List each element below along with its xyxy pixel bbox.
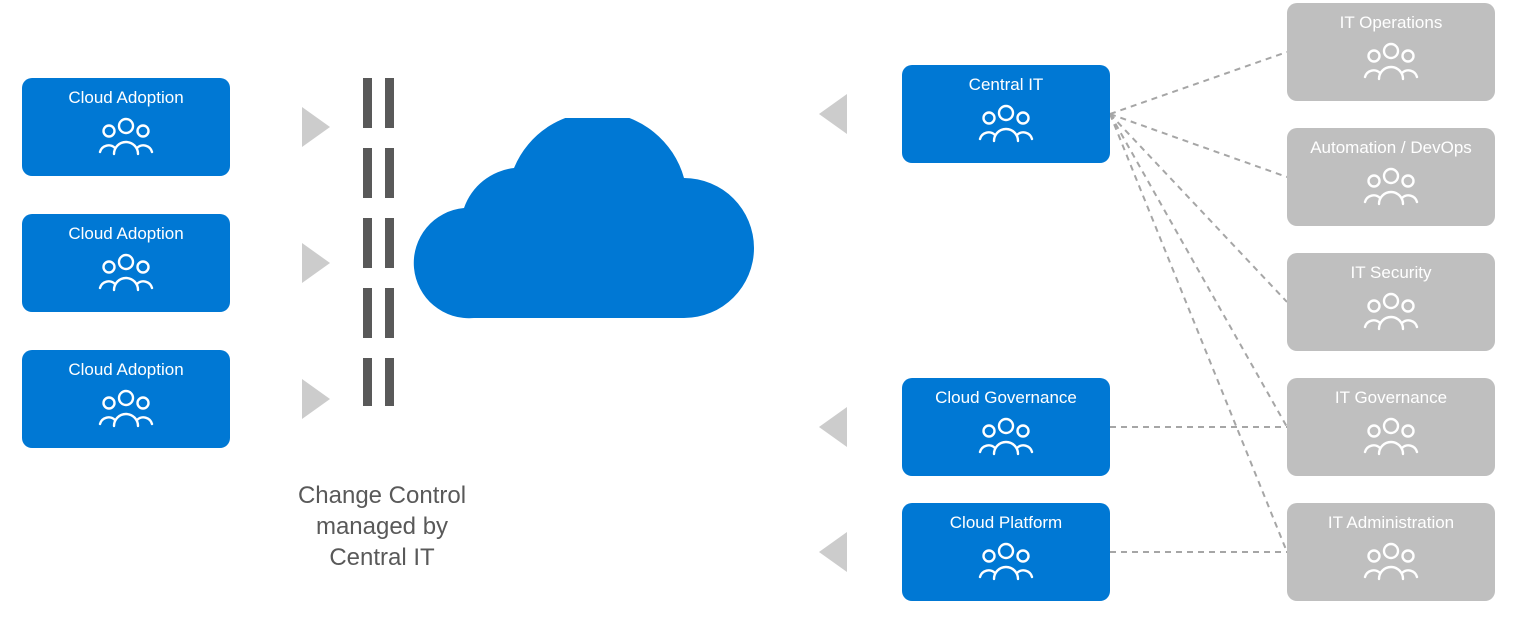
connector-central-it-it-sec (1110, 114, 1287, 302)
auto-devops-box-label: Automation / DevOps (1310, 138, 1472, 158)
arrow-left-1 (819, 94, 847, 134)
caption-line-0: Change Control (232, 480, 532, 511)
it-ops-box-label: IT Operations (1340, 13, 1443, 33)
central-it-box: Central IT (902, 65, 1110, 163)
arrow-right-3 (302, 379, 330, 419)
it-admin-box: IT Administration (1287, 503, 1495, 601)
it-gov-box-label: IT Governance (1335, 388, 1447, 408)
cloud-adoption-box-3-label: Cloud Adoption (68, 360, 183, 380)
cloud-adoption-box-1: Cloud Adoption (22, 78, 230, 176)
it-sec-box-label: IT Security (1351, 263, 1432, 283)
cloud-platform-box-label: Cloud Platform (950, 513, 1062, 533)
connector-central-it-it-ops (1110, 52, 1287, 114)
dash-bar-0-1 (363, 148, 372, 198)
dash-bar-0-4 (363, 358, 372, 406)
dash-bar-1-1 (385, 148, 394, 198)
arrow-right-2 (302, 243, 330, 283)
dash-bar-0-2 (363, 218, 372, 268)
arrow-left-2 (819, 407, 847, 447)
cloud-governance-box-label: Cloud Governance (935, 388, 1077, 408)
cloud-icon (404, 118, 754, 348)
arrow-left-3 (819, 532, 847, 572)
caption-line-2: Central IT (232, 542, 532, 573)
it-ops-box: IT Operations (1287, 3, 1495, 101)
dash-bar-0-3 (363, 288, 372, 338)
arrow-right-1 (302, 107, 330, 147)
dash-bar-1-3 (385, 288, 394, 338)
cloud-platform-box: Cloud Platform (902, 503, 1110, 601)
change-control-caption: Change Controlmanaged byCentral IT (232, 480, 532, 574)
connector-central-it-auto-devops (1110, 114, 1287, 177)
auto-devops-box: Automation / DevOps (1287, 128, 1495, 226)
cloud-adoption-box-2-label: Cloud Adoption (68, 224, 183, 244)
dash-bar-1-0 (385, 78, 394, 128)
caption-line-1: managed by (232, 511, 532, 542)
it-sec-box: IT Security (1287, 253, 1495, 351)
cloud-adoption-box-2: Cloud Adoption (22, 214, 230, 312)
dash-bar-1-2 (385, 218, 394, 268)
cloud-adoption-box-3: Cloud Adoption (22, 350, 230, 448)
dash-bar-0-0 (363, 78, 372, 128)
it-admin-box-label: IT Administration (1328, 513, 1454, 533)
central-it-box-label: Central IT (969, 75, 1044, 95)
it-gov-box: IT Governance (1287, 378, 1495, 476)
connector-central-it-it-gov (1110, 114, 1287, 427)
connector-central-it-it-admin (1110, 114, 1287, 552)
cloud-adoption-box-1-label: Cloud Adoption (68, 88, 183, 108)
cloud-governance-box: Cloud Governance (902, 378, 1110, 476)
dash-bar-1-4 (385, 358, 394, 406)
